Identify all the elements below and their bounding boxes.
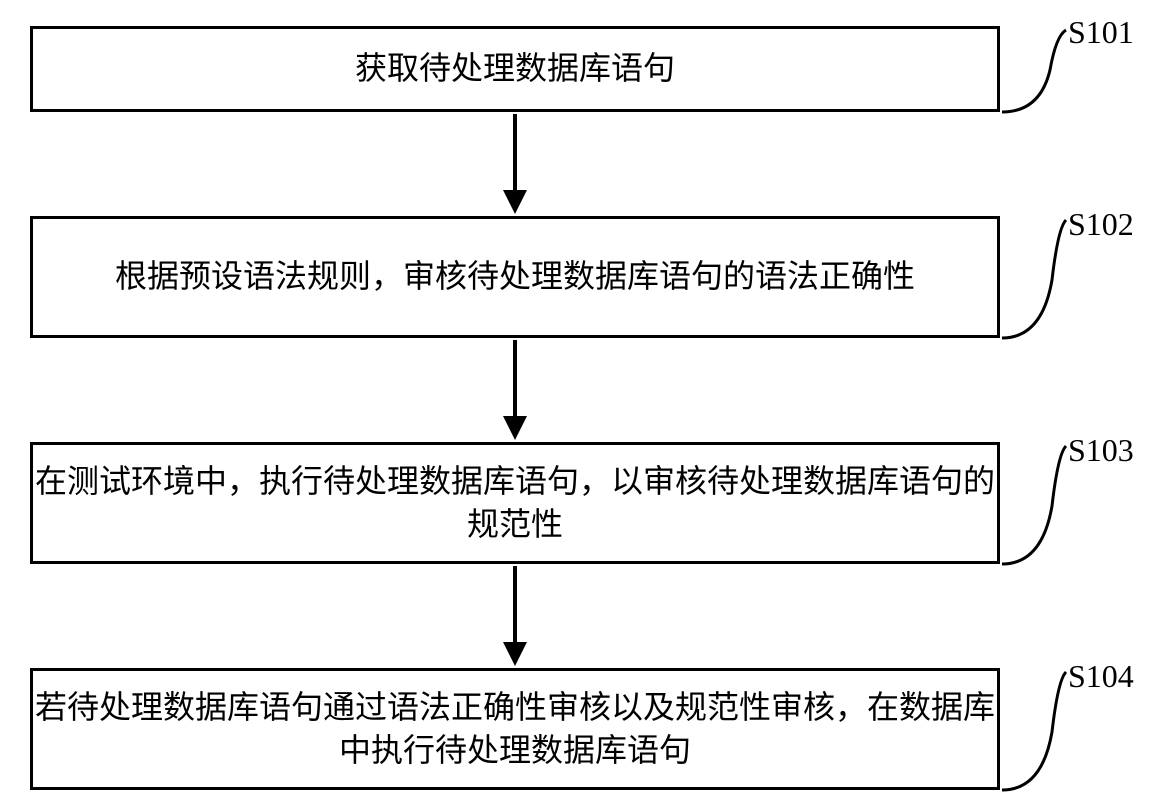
flow-step-1-text: 获取待处理数据库语句 bbox=[355, 47, 675, 90]
step-label-4: S104 bbox=[1068, 658, 1134, 695]
arrow-1-2 bbox=[495, 114, 535, 216]
flow-step-3-text: 在测试环境中，执行待处理数据库语句，以审核待处理数据库语句的规范性 bbox=[33, 460, 997, 546]
flow-step-4: 若待处理数据库语句通过语法正确性审核以及规范性审核，在数据库中执行待处理数据库语… bbox=[30, 668, 1000, 790]
flowchart-canvas: 获取待处理数据库语句 根据预设语法规则，审核待处理数据库语句的语法正确性 在测试… bbox=[0, 0, 1171, 806]
step-label-3: S103 bbox=[1068, 432, 1134, 469]
brace-1 bbox=[1000, 20, 1068, 120]
flow-step-2-text: 根据预设语法规则，审核待处理数据库语句的语法正确性 bbox=[115, 255, 915, 298]
brace-2 bbox=[1000, 210, 1068, 346]
step-label-2: S102 bbox=[1068, 206, 1134, 243]
arrow-3-4 bbox=[495, 566, 535, 668]
step-label-1: S101 bbox=[1068, 14, 1134, 51]
arrow-2-3 bbox=[495, 340, 535, 442]
flow-step-2: 根据预设语法规则，审核待处理数据库语句的语法正确性 bbox=[30, 216, 1000, 338]
brace-3 bbox=[1000, 436, 1068, 572]
flow-step-1: 获取待处理数据库语句 bbox=[30, 26, 1000, 112]
brace-4 bbox=[1000, 662, 1068, 798]
flow-step-4-text: 若待处理数据库语句通过语法正确性审核以及规范性审核，在数据库中执行待处理数据库语… bbox=[33, 686, 997, 772]
flow-step-3: 在测试环境中，执行待处理数据库语句，以审核待处理数据库语句的规范性 bbox=[30, 442, 1000, 564]
